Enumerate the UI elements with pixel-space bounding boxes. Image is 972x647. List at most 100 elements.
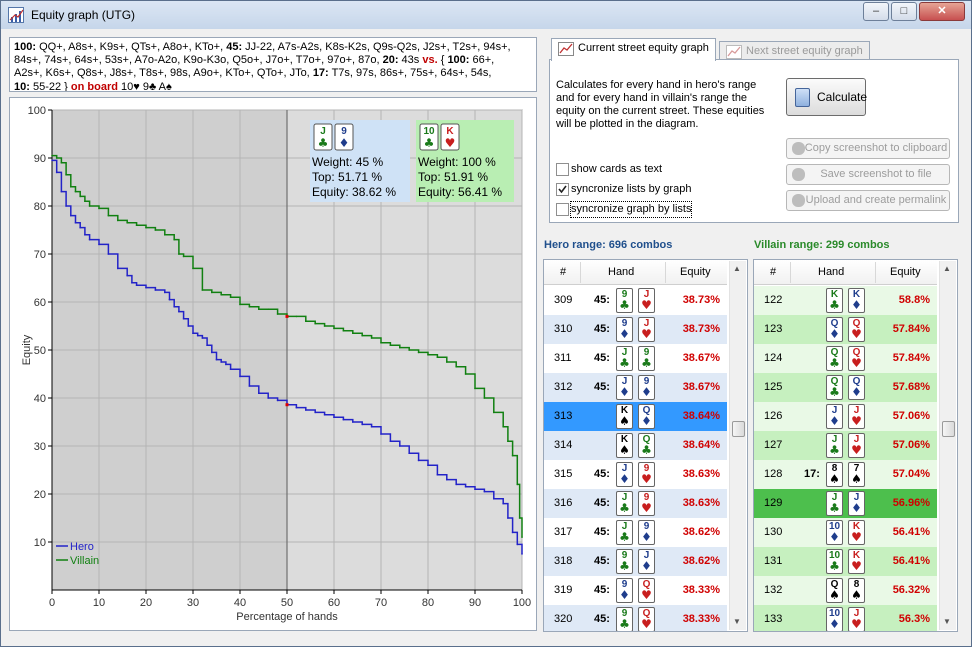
list-row[interactable]: 126 J ♦ J ♥ 57.06% (754, 402, 937, 431)
villain-range-list[interactable]: # Hand Equity 122 K ♣ K ♦ 58.8% 123 Q ♦ Q ♥ 57.84% 124 Q… (753, 259, 958, 632)
hero-data-point (215, 358, 218, 361)
vertical-scrollbar[interactable]: ▲ ▼ (729, 261, 746, 630)
list-row[interactable]: 124 Q ♣ Q ♥ 57.84% (754, 344, 937, 373)
list-row[interactable]: 122 K ♣ K ♦ 58.8% (754, 286, 937, 315)
villain-data-point (173, 238, 175, 241)
checkbox-box (556, 163, 569, 176)
villain-data-point (145, 226, 147, 229)
range-segment: 55-22 } (29, 80, 71, 92)
scroll-down-icon[interactable]: ▼ (943, 617, 951, 626)
villain-data-point (502, 426, 505, 428)
hero-data-point (474, 488, 476, 491)
list-row[interactable]: 132 Q ♠ 8 ♠ 56.32% (754, 576, 937, 605)
list-row[interactable]: 313 K ♠ Q ♦ 38.64% (544, 402, 727, 431)
card-rank: J (621, 492, 628, 503)
list-row[interactable]: 131 10 ♣ K ♥ 56.41% (754, 547, 937, 576)
row-equity: 38.64% (682, 410, 720, 422)
villain-data-point (239, 303, 241, 306)
column-header-hand[interactable]: Hand (608, 266, 635, 278)
row-number: 132 (764, 584, 783, 596)
column-header-number[interactable]: # (770, 266, 777, 278)
list-row[interactable]: 129 J ♣ J ♦ 56.96% (754, 489, 937, 518)
card-suit: ♦ (851, 298, 862, 312)
card-suit: ♦ (851, 501, 862, 515)
scroll-up-icon[interactable]: ▲ (733, 264, 741, 273)
info-card-rank: 9 (341, 126, 347, 137)
range-text-box[interactable]: 100: QQ+, A8s+, K9s+, QTs+, A8o+, KTo+, … (9, 37, 537, 92)
list-row[interactable]: 317 45: J ♣ 9 ♦ 38.62% (544, 518, 727, 547)
list-row[interactable]: 310 45: 9 ♦ J ♥ 38.73% (544, 315, 727, 344)
hero-data-point (84, 234, 86, 236)
upload-permalink-button[interactable]: Upload and create permalink (786, 190, 950, 211)
list-row[interactable]: 314 K ♠ Q ♣ 38.64% (544, 431, 727, 460)
list-row[interactable]: 320 45: 9 ♣ Q ♥ 38.33% (544, 605, 727, 631)
info-card-rank: 10 (423, 126, 435, 137)
row-equity: 58.8% (898, 294, 930, 306)
list-row[interactable]: 130 10 ♦ K ♥ 56.41% (754, 518, 937, 547)
card-rank: Q (642, 405, 651, 416)
list-row[interactable]: 316 45: J ♣ 9 ♥ 38.63% (544, 489, 727, 518)
card-suit: ♦ (851, 385, 862, 399)
hero-data-point (389, 440, 392, 443)
card-suit: ♣ (619, 356, 630, 370)
hero-data-point (182, 318, 185, 320)
playing-card: J ♥ (638, 317, 655, 342)
x-tick-label: 20 (140, 597, 152, 609)
list-row[interactable]: 318 45: 9 ♣ J ♦ 38.62% (544, 547, 727, 576)
scroll-down-icon[interactable]: ▼ (733, 617, 741, 626)
hero-data-point (98, 243, 100, 246)
card-rank: 10 (828, 550, 841, 561)
list-row[interactable]: 319 45: 9 ♦ Q ♥ 38.33% (544, 576, 727, 605)
villain-data-point (211, 291, 213, 294)
title-bar[interactable]: Equity graph (UTG) – □ ✕ (1, 1, 971, 29)
villain-range-title: Villain range: 299 combos (754, 239, 890, 251)
hero-range-list[interactable]: # Hand Equity 309 45: 9 ♣ J ♥ 38.73% 310 45: 9 ♦ J ♥ 38.… (543, 259, 748, 632)
list-row[interactable]: 315 45: J ♦ 9 ♥ 38.63% (544, 460, 727, 489)
list-row[interactable]: 127 J ♣ J ♥ 57.06% (754, 431, 937, 460)
info-card-suit: ♣ (424, 136, 435, 150)
row-equity: 56.96% (892, 497, 930, 509)
tab-current-street[interactable]: Current street equity graph (551, 38, 716, 61)
card-rank: J (643, 318, 650, 329)
row-weight-group: 45: (594, 323, 610, 335)
list-row[interactable]: 125 Q ♣ Q ♦ 57.68% (754, 373, 937, 402)
card-rank: Q (642, 579, 651, 590)
row-number: 309 (554, 294, 573, 306)
card-suit: ♦ (829, 327, 840, 341)
minimize-button[interactable]: – (863, 2, 889, 21)
tab-next-street[interactable]: Next street equity graph (719, 41, 870, 60)
villain-data-point (464, 373, 467, 375)
column-header-equity[interactable]: Equity (680, 266, 711, 278)
card-rank: J (621, 463, 628, 474)
range-text-line: 84s+, 74s+, 64s+, 53s+, A7o-A2o, K9o-K3o… (14, 54, 532, 67)
maximize-button[interactable]: □ (891, 2, 917, 21)
scroll-thumb[interactable] (732, 421, 745, 437)
playing-card: K ♣ (826, 288, 843, 313)
equity-chart[interactable]: 0 10 20 30 40 50 60 70 80 90 100 10 20 30 40 50 60 70 80 90… (9, 97, 537, 631)
row-weight-group: 45: (594, 584, 610, 596)
close-button[interactable]: ✕ (919, 2, 965, 21)
column-header-equity[interactable]: Equity (890, 266, 921, 278)
scroll-thumb[interactable] (942, 421, 955, 437)
save-screenshot-button[interactable]: Save screenshot to file (786, 164, 950, 185)
villain-data-point (370, 337, 373, 339)
row-equity: 57.84% (892, 352, 930, 364)
calculate-button[interactable]: Calculate (786, 78, 867, 116)
row-number: 126 (764, 410, 783, 422)
vertical-scrollbar[interactable]: ▲ ▼ (939, 261, 956, 630)
list-row[interactable]: 133 10 ♦ J ♥ 56.3% (754, 605, 937, 631)
hero-data-point (225, 363, 227, 366)
column-header-number[interactable]: # (560, 266, 567, 278)
list-row[interactable]: 123 Q ♦ Q ♥ 57.84% (754, 315, 937, 344)
list-row[interactable]: 309 45: 9 ♣ J ♥ 38.73% (544, 286, 727, 315)
copy-screenshot-button[interactable]: Copy screenshot to clipboard (786, 138, 950, 159)
scroll-up-icon[interactable]: ▲ (943, 264, 951, 273)
card-rank: J (643, 289, 650, 300)
row-number: 129 (764, 497, 783, 509)
column-header-hand[interactable]: Hand (818, 266, 845, 278)
hero-data-point (65, 205, 67, 207)
list-row[interactable]: 311 45: J ♣ 9 ♣ 38.67% (544, 344, 727, 373)
list-row[interactable]: 312 45: J ♦ 9 ♦ 38.67% (544, 373, 727, 402)
list-row[interactable]: 128 17: 8 ♠ 7 ♠ 57.04% (754, 460, 937, 489)
hero-data-point (173, 306, 175, 308)
